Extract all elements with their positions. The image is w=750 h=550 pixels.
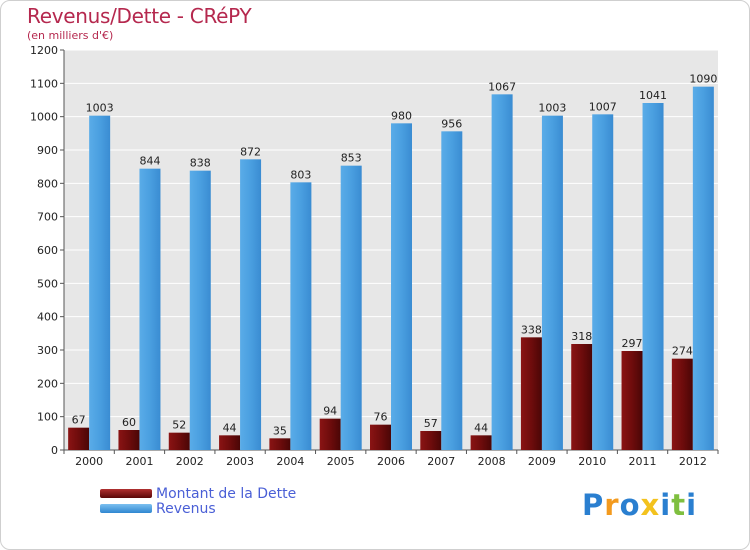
data-label-dette-2012: 274 [672,345,693,358]
logo-letter-3: x [640,488,661,522]
y-tick-label-1000: 1000 [30,111,58,124]
data-label-revenus-2011: 1041 [639,89,667,102]
legend-label-revenus: Revenus [156,500,216,517]
data-label-dette-2009: 338 [521,323,542,336]
x-tick-label-2010: 2010 [578,455,606,468]
data-label-revenus-2008: 1067 [488,80,516,93]
logo-letter-4: i [660,488,672,522]
bar-dette-2012 [671,358,693,450]
data-label-dette-2008: 44 [474,421,488,434]
bar-dette-2002 [168,432,190,450]
legend-swatch-dette [100,489,152,498]
bar-dette-2004 [269,438,291,450]
data-label-revenus-2010: 1007 [589,100,617,113]
bar-dette-2011 [621,351,643,450]
data-label-dette-2004: 35 [273,424,287,437]
y-tick-label-800: 800 [37,177,58,190]
bar-revenus-2012 [692,86,714,451]
legend-item-revenus: Revenus [100,500,216,517]
logo-letter-5: t [671,488,687,522]
y-tick-label-0: 0 [51,444,58,457]
logo-letter-0: P [582,488,605,522]
data-label-revenus-2005: 853 [341,152,362,165]
y-tick-label-500: 500 [37,277,58,290]
x-tick-label-2011: 2011 [629,455,657,468]
x-tick-label-2005: 2005 [327,455,355,468]
y-tick-label-100: 100 [37,411,58,424]
data-label-dette-2002: 52 [172,419,186,432]
x-tick-label-2006: 2006 [377,455,405,468]
data-label-dette-2007: 57 [424,417,438,430]
y-tick-label-600: 600 [37,244,58,257]
legend-label-dette: Montant de la Dette [156,485,297,502]
bar-revenus-2001 [139,168,161,450]
proxiti-logo: Proxiti [582,488,697,522]
bar-dette-2000 [68,427,90,450]
data-label-dette-2001: 60 [122,416,136,429]
bar-revenus-2005 [340,165,362,450]
chart-subtitle: (en milliers d'€) [27,29,114,42]
data-label-dette-2003: 44 [223,421,237,434]
data-label-dette-2005: 94 [323,405,337,418]
data-label-revenus-2000: 1003 [86,102,114,115]
bar-revenus-2000 [89,115,111,451]
y-tick-label-900: 900 [37,144,58,157]
x-tick-label-2000: 2000 [75,455,103,468]
y-tick-label-700: 700 [37,211,58,224]
x-tick-label-2009: 2009 [528,455,556,468]
x-tick-label-2008: 2008 [478,455,506,468]
y-tick-label-400: 400 [37,311,58,324]
bar-revenus-2006 [391,123,412,450]
data-label-revenus-2001: 844 [139,155,160,168]
y-tick-label-300: 300 [37,344,58,357]
bar-revenus-2009 [541,115,563,451]
bar-dette-2005 [319,418,341,450]
data-label-revenus-2007: 956 [441,117,462,130]
bar-dette-2001 [118,430,140,450]
bar-dette-2010 [571,344,593,450]
y-tick-label-200: 200 [37,377,58,390]
bar-revenus-2003 [240,159,262,451]
bar-revenus-2002 [189,170,211,450]
bar-dette-2007 [420,431,442,450]
x-tick-label-2007: 2007 [427,455,455,468]
logo-letter-6: i [686,488,698,522]
data-label-dette-2000: 67 [72,414,86,427]
data-label-revenus-2003: 872 [240,145,261,158]
data-label-dette-2011: 297 [622,337,643,350]
data-label-revenus-2012: 1090 [689,73,717,86]
x-tick-label-2002: 2002 [176,455,204,468]
bar-revenus-2004 [290,182,312,451]
legend-swatch-revenus [100,504,152,513]
bar-revenus-2011 [642,103,664,450]
y-tick-label-1100: 1100 [30,77,58,90]
bar-revenus-2008 [491,94,513,450]
bar-revenus-2007 [441,131,463,451]
x-tick-label-2004: 2004 [276,455,304,468]
data-label-revenus-2004: 803 [290,168,311,181]
logo-letter-1: r [604,488,620,522]
bar-revenus-2010 [592,114,614,450]
legend-item-dette: Montant de la Dette [100,485,297,502]
data-label-revenus-2002: 838 [190,157,211,170]
bar-dette-2009 [520,337,542,450]
x-tick-label-2001: 2001 [125,455,153,468]
data-label-revenus-2009: 1003 [538,102,566,115]
bar-dette-2008 [470,435,492,450]
bar-dette-2006 [370,424,391,450]
y-tick-label-1200: 1200 [30,44,58,57]
data-label-revenus-2006: 980 [391,109,412,122]
chart-title: Revenus/Dette - CRéPY [27,4,252,28]
data-label-dette-2006: 76 [374,411,388,424]
bar-dette-2003 [219,435,241,450]
x-tick-label-2003: 2003 [226,455,254,468]
x-tick-label-2012: 2012 [679,455,707,468]
logo-letter-2: o [619,488,641,522]
data-label-dette-2010: 318 [571,330,592,343]
